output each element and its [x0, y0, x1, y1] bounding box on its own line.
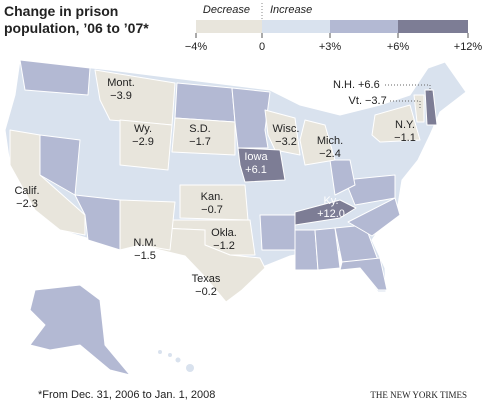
state-name: S.D. [189, 123, 210, 135]
state-value: +6.6 [358, 79, 380, 91]
state-value: −0.2 [195, 286, 217, 298]
state-name: N.M. [133, 237, 156, 249]
state-value: −0.7 [201, 204, 223, 216]
state-name: Mich. [317, 135, 343, 147]
state-value: −2.3 [16, 198, 38, 210]
state-name: N.H. [333, 79, 355, 91]
state-value: −1.5 [134, 250, 156, 262]
state [299, 119, 336, 166]
state-value: +6.1 [245, 164, 267, 176]
state [231, 87, 271, 149]
legend-tick-label: −4% [185, 41, 208, 53]
state-value: −1.7 [189, 136, 211, 148]
state-name: Wy. [134, 123, 152, 135]
state [259, 214, 296, 251]
state [347, 197, 401, 237]
state [9, 129, 86, 236]
state [74, 194, 121, 251]
state-value: +12.0 [317, 208, 345, 220]
legend-label: Increase [270, 4, 312, 16]
legend-tick-label: +12% [454, 41, 483, 53]
legend-ticks [195, 33, 469, 38]
state [119, 199, 176, 251]
state [339, 257, 388, 291]
legend-label: Decrease [203, 4, 250, 16]
state-value: −2.9 [132, 136, 154, 148]
legend-tick-label: +3% [319, 41, 342, 53]
state-name: Ky. [323, 195, 338, 207]
state-value: −1.1 [394, 132, 416, 144]
title-line: Change in prison [4, 3, 118, 19]
credit: THE NEW YORK TIMES [370, 390, 467, 400]
state-value: −3.7 [365, 95, 387, 107]
state-value: −3.2 [275, 136, 297, 148]
state-name: Wisc. [273, 123, 300, 135]
state [139, 227, 266, 303]
legend-tick-label: +6% [387, 41, 410, 53]
state-name: Kan. [201, 191, 224, 203]
state-name: Texas [192, 273, 221, 285]
state [424, 89, 438, 126]
state [174, 82, 236, 123]
state [344, 174, 396, 206]
leader-line [385, 84, 431, 92]
state [264, 109, 301, 156]
state [237, 147, 286, 183]
legend-swatch [196, 20, 262, 33]
state-name: Okla. [211, 227, 237, 239]
us-map [4, 59, 467, 376]
state [371, 104, 421, 143]
state [119, 119, 173, 171]
footnote: *From Dec. 31, 2006 to Jan. 1, 2008 [38, 389, 215, 401]
state-name: Calif. [14, 185, 39, 197]
state [329, 159, 356, 196]
state [294, 199, 357, 226]
leader-line [390, 100, 421, 108]
legend-swatch [398, 20, 468, 33]
legend-swatch [330, 20, 398, 33]
state [413, 94, 425, 123]
state-value: −2.4 [319, 148, 341, 160]
state [171, 117, 236, 156]
title-line: population, ’06 to ’07* [4, 20, 149, 36]
alaska [29, 284, 131, 376]
state [294, 229, 319, 271]
state [19, 59, 91, 96]
state-name: Mont. [107, 77, 135, 89]
state-name: Vt. [349, 95, 362, 107]
legend-tick-label: 0 [259, 41, 265, 53]
state-value: −3.9 [110, 90, 132, 102]
state-name: N.Y. [395, 119, 415, 131]
legend-swatch [262, 20, 330, 33]
legend: Decrease Increase [195, 3, 469, 38]
hawaii [158, 350, 194, 372]
state-value: −1.2 [213, 240, 235, 252]
state-name: Iowa [244, 151, 268, 163]
